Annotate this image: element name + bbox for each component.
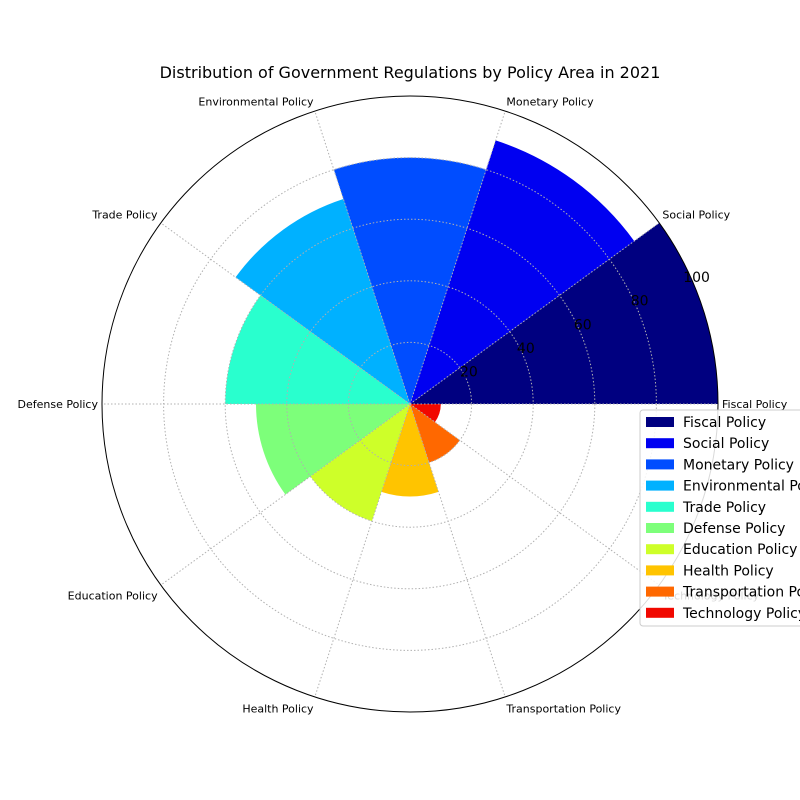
category-label: Transportation Policy (505, 703, 621, 716)
bar-defense-policy (256, 404, 410, 495)
grid-spoke (409, 110, 506, 405)
legend-entry: Transportation Policy (682, 585, 800, 601)
grid-spoke (314, 403, 411, 698)
legend-entry: Health Policy (683, 563, 774, 579)
category-label: Health Policy (242, 703, 314, 716)
grid-group (102, 110, 718, 698)
category-label: Defense Policy (18, 398, 99, 411)
grid-spoke (409, 403, 660, 586)
radial-tick-label: 60 (574, 317, 592, 333)
legend-swatch (646, 480, 674, 491)
bar-transportation-policy (410, 404, 460, 463)
legend-swatch (646, 459, 674, 470)
legend-swatch (646, 438, 674, 449)
grid-spoke (160, 403, 411, 586)
category-label: Education Policy (68, 589, 158, 602)
legend-entry: Education Policy (683, 542, 797, 558)
bar-fiscal-policy (410, 222, 718, 404)
legend-entry: Defense Policy (683, 521, 785, 537)
radial-tick-label: 20 (460, 364, 478, 380)
bar-technology-policy (410, 404, 441, 423)
chart-title: Distribution of Government Regulations b… (160, 63, 661, 82)
category-label: Social Policy (662, 209, 730, 222)
legend-swatch (646, 607, 674, 618)
legend-swatch (646, 417, 674, 427)
legend-entry: Social Policy (683, 436, 769, 452)
radial-tick-label: 80 (631, 294, 649, 310)
legend-entry: Technology Policy (682, 606, 800, 622)
bar-health-policy (381, 404, 439, 497)
legend-entry: Monetary Policy (683, 457, 794, 473)
legend-swatch (646, 544, 674, 555)
legend-entry: Environmental Policy (683, 479, 800, 495)
radial-tick-label: 40 (517, 341, 535, 357)
legend-frame (639, 409, 800, 627)
bars-group (225, 140, 718, 522)
category-label: Monetary Policy (506, 95, 594, 108)
category-label: Fiscal Policy (722, 398, 788, 411)
grid-spoke (409, 222, 660, 405)
legend-swatch (646, 501, 674, 512)
radial-tick-label: 100 (683, 270, 710, 286)
legend-swatch (646, 586, 674, 597)
bar-education-policy (310, 404, 410, 522)
bar-monetary-policy (333, 157, 487, 404)
polar-outer-circle (101, 95, 719, 713)
grid-circle (224, 218, 596, 590)
bar-environmental-policy (235, 198, 410, 404)
legend-swatch (646, 565, 674, 576)
bar-social-policy (410, 140, 635, 404)
grid-spoke (160, 222, 411, 405)
category-label: Trade Policy (91, 209, 158, 222)
bar-trade-policy (225, 295, 410, 404)
legend: Fiscal Policy Social Policy Monetary Polic… (639, 409, 800, 627)
legend-entry: Fiscal Policy (683, 415, 766, 431)
radial-tick-labels: 20 40 60 80 100 (460, 270, 710, 380)
category-label: Environmental Policy (198, 95, 314, 108)
legend-entry: Trade Policy (682, 500, 766, 516)
grid-circle (347, 341, 473, 467)
grid-spoke (409, 403, 506, 698)
grid-spoke (314, 110, 411, 405)
legend-swatch (646, 523, 674, 533)
